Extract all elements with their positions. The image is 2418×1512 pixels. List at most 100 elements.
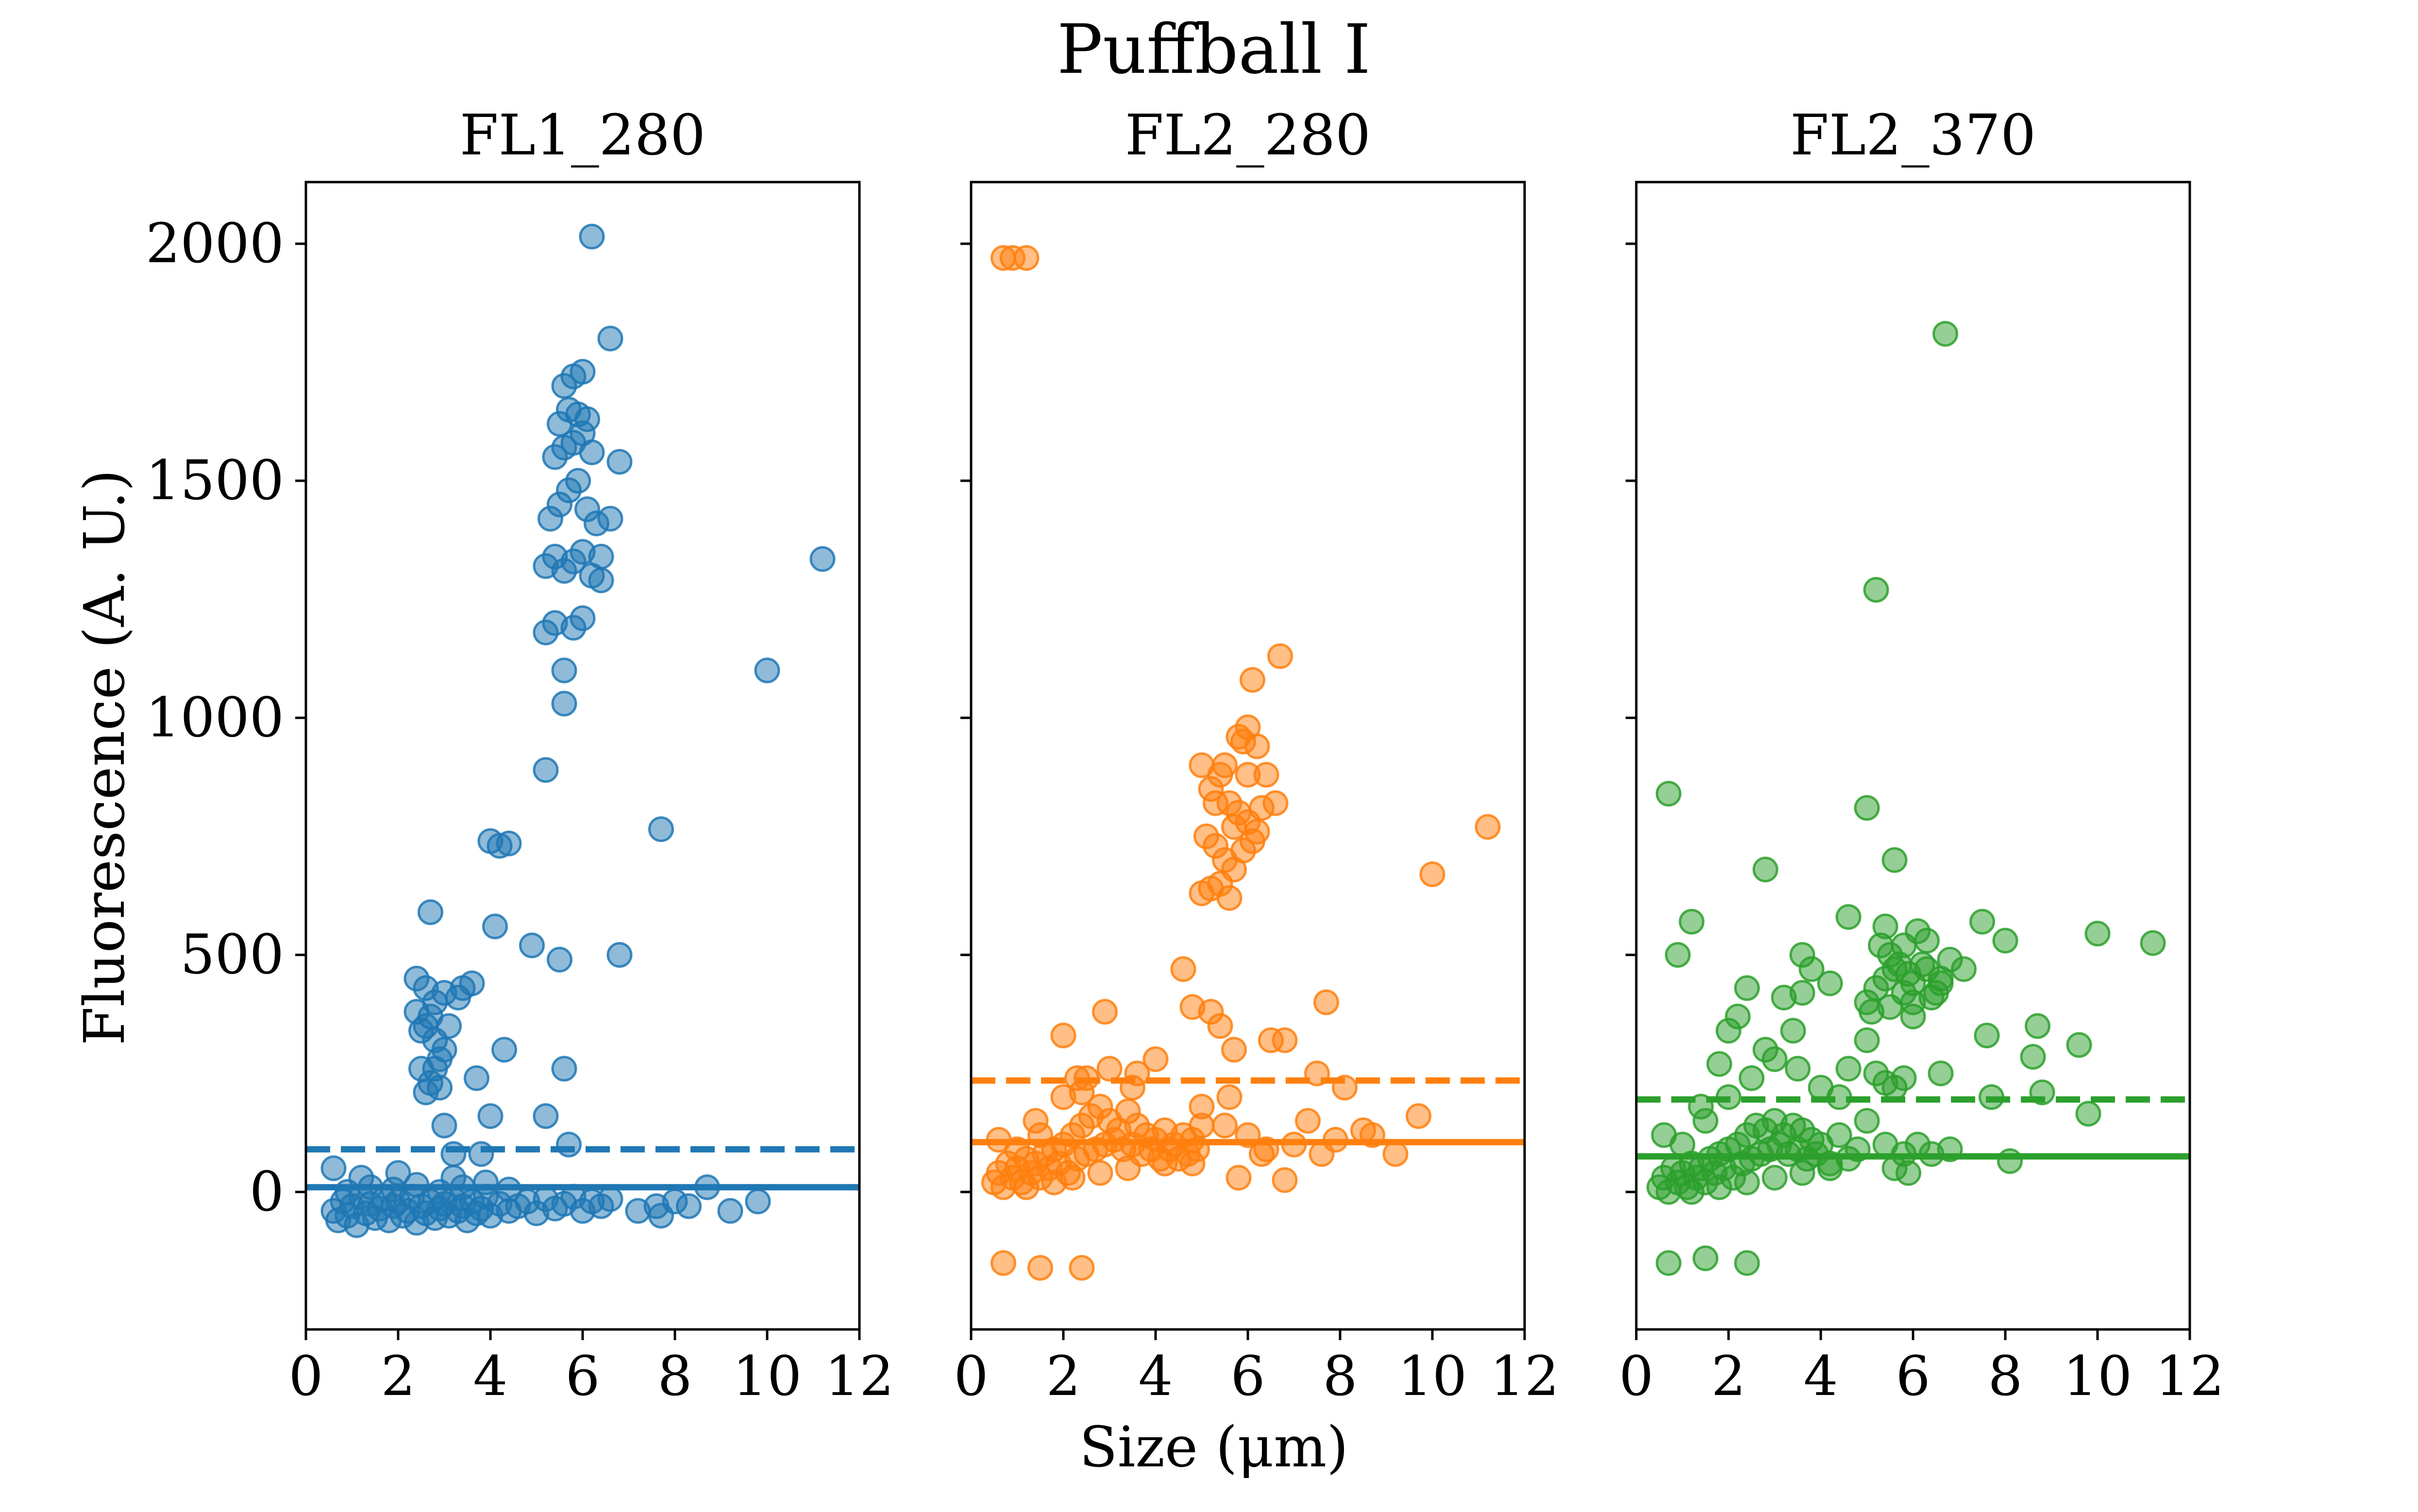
data-point [1854,795,1880,821]
data-point [1475,814,1501,840]
data-point [1734,1250,1760,1276]
data-point [1997,1148,2023,1174]
data-point [1817,970,1843,996]
subplot-title: FL2_280 [1125,103,1371,168]
data-point [588,543,614,570]
data-point [473,1169,499,1195]
data-point [565,468,591,494]
data-point [1785,1056,1811,1082]
data-point [1854,1108,1880,1134]
data-point [570,359,596,385]
x-tick-label: 12 [2155,1345,2225,1408]
y-tick-label: 500 [180,924,284,987]
data-point [597,325,623,352]
data-point [477,1103,504,1129]
x-tick-label: 2 [381,1345,415,1408]
y-tick-label: 1500 [146,449,284,512]
x-tick-label: 2 [1046,1345,1080,1408]
data-point [588,567,614,593]
data-point [1249,795,1275,821]
data-point [1739,1065,1764,1091]
data-point [1170,956,1196,982]
data-point [1179,1150,1206,1176]
data-point [445,985,471,1010]
data-point [597,505,623,532]
data-point [1679,908,1705,935]
data-point [1914,927,1940,954]
data-point [1969,908,1995,935]
data-point [1212,752,1238,778]
data-point [1725,1004,1751,1029]
data-point [1295,1108,1321,1134]
data-point [1651,1122,1677,1148]
x-tick-label: 10 [1398,1345,1467,1408]
x-tick-label: 6 [1230,1345,1265,1408]
data-point [1226,1165,1252,1191]
data-point [1679,1179,1705,1205]
x-tick-label: 0 [1619,1345,1653,1408]
data-point [606,942,633,968]
data-point [579,223,605,250]
data-point [551,657,577,684]
data-point [1789,980,1815,1006]
data-point [1267,643,1293,669]
x-tick-label: 8 [1988,1345,2022,1408]
data-point [1706,1051,1732,1077]
figure-suptitle: Puffball I [1057,10,1371,89]
data-point [1937,946,1963,973]
x-tick-label: 10 [733,1345,802,1408]
data-point [2075,1101,2101,1127]
data-point [422,1056,448,1082]
x-tick-label: 4 [1803,1345,1838,1408]
data-point [1207,1013,1233,1039]
data-point [2084,921,2111,947]
data-point [597,1186,623,1212]
data-point [1817,1155,1843,1181]
x-tick-label: 2 [1711,1345,1746,1408]
data-point [1240,667,1265,693]
data-point [1382,1141,1409,1167]
data-point [1863,577,1889,603]
data-point [482,913,508,940]
data-point [1881,847,1908,873]
data-point [1826,1122,1852,1148]
data-point [431,1112,457,1139]
data-point [1854,1027,1880,1053]
data-point [1734,975,1760,1001]
y-tick-label: 0 [250,1160,284,1224]
data-point [1216,1084,1243,1110]
data-point [1249,1141,1275,1167]
data-point [1734,1169,1760,1195]
data-point [1087,1160,1113,1186]
data-point [1891,1065,1917,1091]
x-axis-label: Size (μm) [1079,1415,1348,1480]
data-point [1891,932,1917,958]
data-point [1272,1027,1298,1053]
data-point [1240,828,1265,854]
data-point [606,449,633,475]
data-point [2025,1013,2050,1039]
x-tick-label: 12 [825,1345,894,1408]
y-tick-label: 1000 [146,686,284,749]
data-point [1221,814,1247,840]
data-point [1752,857,1779,883]
data-point [491,1037,517,1063]
subplot-3: FL2_370 0 2 4 6 8 10 12 [1619,103,2224,1408]
x-tick-label: 0 [288,1345,323,1408]
data-point [1142,1046,1169,1072]
x-tick-label: 4 [473,1345,507,1408]
y-tick-label: 2000 [146,212,284,275]
x-tick-label: 10 [2063,1345,2133,1408]
data-point [754,657,780,684]
data-point [574,406,600,432]
data-point [1189,1093,1215,1120]
data-point [1835,904,1862,930]
data-point [496,830,522,857]
data-point [1877,994,1903,1020]
x-tick-label: 4 [1138,1345,1173,1408]
data-point [533,757,559,783]
data-point [1780,1018,1806,1044]
x-tick-label: 6 [1896,1345,1930,1408]
